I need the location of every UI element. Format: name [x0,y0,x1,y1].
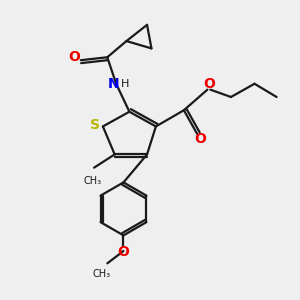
Text: CH₃: CH₃ [93,269,111,279]
Text: O: O [68,50,80,64]
Text: N: N [107,77,119,91]
Text: CH₃: CH₃ [83,176,102,186]
Text: S: S [90,118,100,132]
Text: O: O [194,132,206,146]
Text: H: H [122,79,130,89]
Text: O: O [118,244,129,259]
Text: O: O [203,77,215,91]
